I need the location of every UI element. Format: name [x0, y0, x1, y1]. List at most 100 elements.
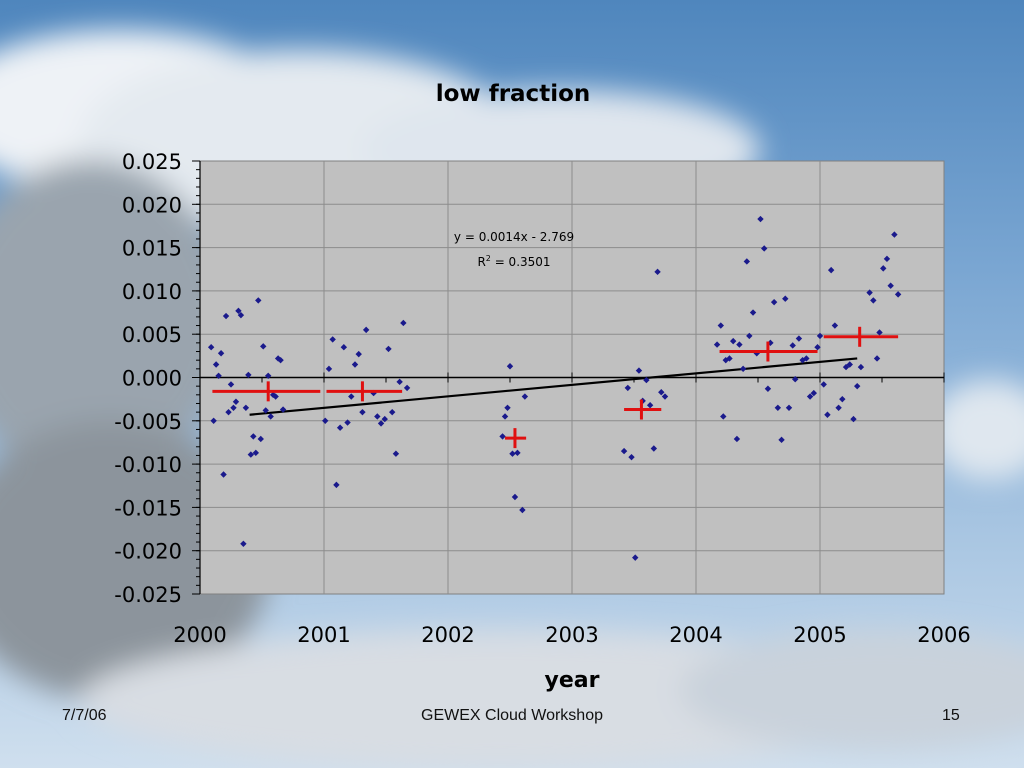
footer-date: 7/7/06 — [62, 707, 107, 724]
data-point — [764, 385, 772, 392]
data-point — [212, 361, 220, 368]
y-axis: 0.025 0.020 0.015 0.010 0.005 0.000 -0.005 -0.0… — [114, 150, 201, 607]
data-point — [632, 554, 639, 561]
data-point — [717, 322, 724, 329]
equation-label: y = 0.0014x - 2.769 — [454, 230, 574, 244]
data-point — [887, 282, 894, 289]
data-point — [252, 449, 259, 457]
data-point — [746, 332, 753, 340]
data-point — [839, 395, 846, 403]
data-point — [757, 215, 764, 223]
data-point — [726, 355, 733, 362]
data-point — [396, 378, 403, 386]
data-point — [348, 393, 355, 400]
data-point — [795, 335, 803, 342]
data-point — [400, 319, 407, 327]
r2-label: R2 = 0.3501 — [477, 254, 550, 269]
data-point — [355, 350, 362, 358]
data-point — [876, 329, 883, 336]
data-point — [336, 424, 344, 431]
data-point — [514, 449, 521, 457]
y-tick-label: -0.015 — [114, 496, 182, 520]
data-point — [237, 311, 245, 319]
data-point — [643, 376, 650, 384]
data-point — [661, 393, 669, 400]
data-point — [265, 372, 272, 379]
data-point — [329, 336, 336, 343]
data-point — [235, 307, 242, 315]
data-point — [501, 413, 509, 420]
y-tick-label: 0.000 — [122, 367, 182, 391]
data-point — [247, 451, 255, 458]
y-tick-label: -0.020 — [114, 540, 182, 564]
data-point — [785, 404, 793, 412]
x-tick-label: 2005 — [793, 623, 846, 647]
data-point — [806, 393, 814, 400]
x-tick-label: 2006 — [917, 623, 970, 647]
x-tick-label: 2003 — [545, 623, 598, 647]
data-point — [240, 540, 247, 547]
data-point — [827, 266, 835, 274]
data-point — [267, 413, 274, 420]
data-point — [279, 406, 287, 413]
data-point — [870, 297, 877, 304]
data-point — [820, 381, 827, 388]
data-point — [774, 404, 782, 412]
y-tick-label: 0.020 — [122, 193, 182, 217]
data-point — [789, 342, 796, 349]
data-point — [628, 453, 635, 461]
data-point — [736, 341, 743, 348]
trendline-segment — [249, 357, 858, 416]
data-point — [646, 402, 654, 409]
y-tick-label: -0.010 — [114, 453, 182, 477]
data-points — [207, 215, 902, 561]
data-point — [362, 326, 370, 334]
data-point — [262, 407, 269, 414]
x-tick-label: 2004 — [669, 623, 722, 647]
data-point — [509, 450, 516, 457]
data-point — [658, 389, 665, 396]
data-point — [730, 337, 737, 345]
data-point — [220, 471, 227, 478]
data-point — [749, 309, 757, 316]
data-point — [883, 255, 891, 263]
data-point — [857, 363, 865, 371]
y-tick-label: -0.005 — [114, 410, 182, 434]
y-tick-label: -0.025 — [114, 583, 182, 607]
data-point — [620, 447, 628, 455]
x-tick-label: 2001 — [297, 623, 350, 647]
data-point — [504, 404, 511, 412]
data-point — [333, 481, 340, 489]
data-point — [854, 382, 861, 390]
data-point — [344, 419, 351, 426]
data-point — [215, 372, 222, 379]
chart-title: low fraction — [436, 81, 591, 107]
data-point — [739, 365, 747, 373]
data-point — [245, 371, 252, 379]
y-tick-label: 0.015 — [122, 237, 182, 261]
y-tick-label: 0.005 — [122, 323, 182, 347]
data-point — [846, 361, 853, 368]
data-point — [782, 295, 789, 302]
data-point — [322, 417, 329, 424]
x-axis-label: year — [545, 668, 600, 693]
data-point — [519, 506, 526, 514]
data-point — [506, 363, 514, 370]
data-point — [351, 361, 359, 368]
x-axis: 2000 2001 2002 2003 2004 2005 2006 — [173, 372, 971, 647]
data-point — [374, 413, 381, 420]
data-point — [743, 258, 751, 265]
data-point — [624, 384, 631, 392]
data-point — [650, 445, 658, 452]
data-point — [778, 436, 785, 444]
data-point — [257, 435, 264, 443]
r2-value: = 0.3501 — [491, 255, 551, 269]
trendline — [249, 357, 858, 416]
data-point — [894, 291, 902, 298]
data-point — [385, 345, 392, 353]
data-point — [217, 350, 225, 357]
data-point — [873, 355, 881, 362]
data-point — [824, 411, 831, 418]
data-point — [891, 231, 898, 238]
data-point — [340, 343, 348, 351]
